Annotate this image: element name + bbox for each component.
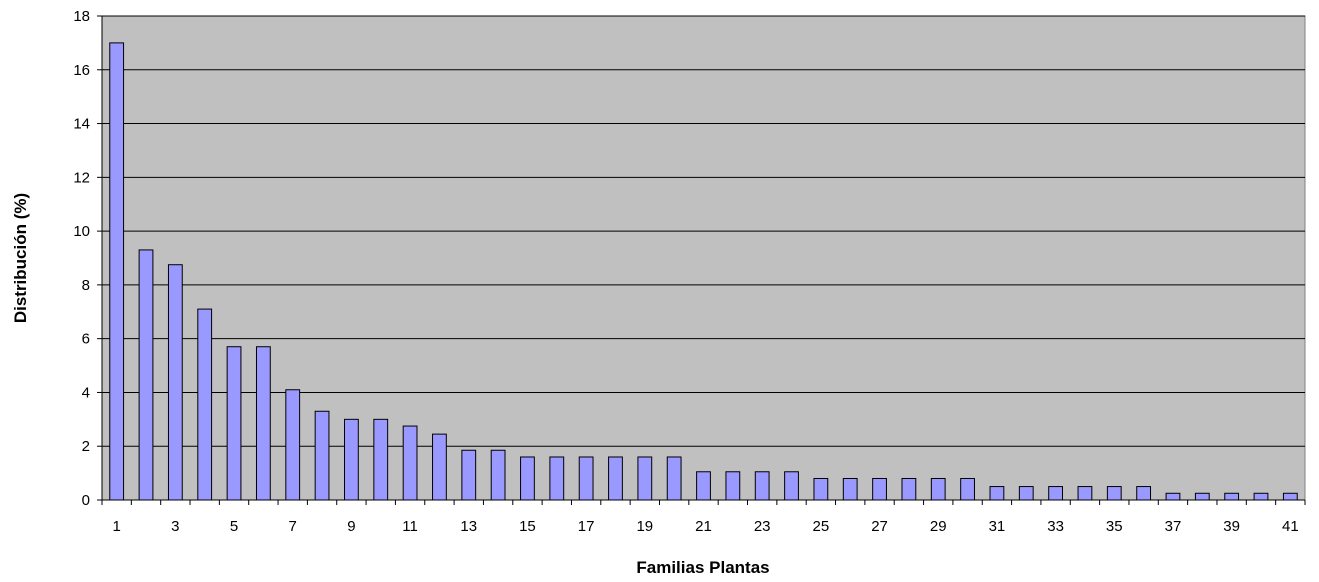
bar-2: [138, 249, 154, 501]
bar-25: [813, 477, 829, 501]
bar-15: [520, 456, 535, 501]
x-axis-title: Familias Plantas: [636, 558, 769, 577]
bar-16: [549, 456, 565, 501]
bar-36: [1136, 486, 1152, 501]
x-tick-label: 17: [578, 518, 595, 535]
bar-3: [167, 264, 183, 501]
bar-28: [901, 477, 917, 501]
x-tick-label: 29: [930, 518, 947, 535]
bar-13: [461, 449, 477, 501]
bar-18: [608, 456, 623, 501]
x-tick-label: 23: [754, 518, 771, 535]
bar-14: [490, 449, 506, 501]
bar-31: [989, 486, 1005, 501]
y-axis-title: Distribución (%): [11, 193, 30, 323]
x-tick-label: 39: [1223, 518, 1240, 535]
x-tick-label: 31: [989, 518, 1006, 535]
bar-33: [1048, 486, 1063, 501]
x-tick-label: 3: [171, 518, 179, 535]
bar-8: [314, 410, 330, 501]
bar-30: [960, 477, 975, 501]
x-tick-label: 11: [402, 518, 418, 535]
bar-34: [1077, 486, 1093, 501]
x-tick-label: 35: [1106, 518, 1123, 535]
bar-4: [197, 308, 213, 501]
y-tick-label: 10: [73, 223, 90, 240]
bar-7: [285, 389, 301, 501]
bar-1: [109, 42, 125, 501]
bar-40: [1253, 492, 1269, 501]
bar-11: [402, 425, 418, 501]
bar-20: [666, 456, 682, 501]
x-tick-label: 7: [289, 518, 297, 535]
x-tick-label: 19: [636, 518, 653, 535]
x-tick-label: 37: [1165, 518, 1182, 535]
bar-38: [1194, 492, 1210, 501]
x-axis-ticks: 1 3 5 7 9 11 13 15 17 19 21 23 25 27 29 31 33 35 37 39 41: [101, 500, 1306, 535]
x-tick-label: 9: [347, 518, 355, 535]
x-tick-label: 5: [230, 518, 238, 535]
x-tick-label: 21: [695, 518, 712, 535]
y-tick-label: 6: [82, 331, 90, 348]
y-tick-label: 16: [73, 62, 90, 79]
bar-24: [784, 471, 799, 501]
bar-19: [637, 456, 653, 501]
bar-39: [1224, 492, 1240, 501]
x-tick-label: 25: [813, 518, 830, 535]
gridlines: [102, 15, 1305, 447]
bars: [109, 42, 1298, 501]
y-tick-label: 18: [73, 8, 90, 25]
x-tick-label: 33: [1047, 518, 1064, 535]
y-axis-ticks: 0 2 4 6 8 10 12 14 16 18: [73, 8, 102, 509]
bar-27: [872, 477, 887, 501]
x-tick-label: 27: [871, 518, 888, 535]
bar-23: [754, 471, 770, 501]
bar-6: [255, 346, 271, 501]
x-tick-label: 1: [112, 518, 120, 535]
bar-32: [1018, 486, 1034, 501]
bar-35: [1106, 486, 1122, 501]
bar-12: [432, 433, 447, 501]
y-tick-label: 8: [82, 277, 90, 294]
y-tick-label: 4: [82, 384, 90, 401]
x-tick-label: 13: [460, 518, 477, 535]
y-tick-label: 2: [82, 438, 90, 455]
y-tick-label: 14: [73, 116, 90, 133]
bar-41: [1282, 492, 1298, 501]
bar-21: [696, 471, 711, 501]
y-tick-label: 12: [73, 169, 90, 186]
plot-area: [101, 15, 1306, 501]
y-tick-label: 0: [82, 492, 90, 509]
bar-29: [930, 477, 946, 501]
bar-17: [578, 456, 594, 501]
bar-5: [226, 346, 242, 501]
bar-26: [842, 477, 858, 501]
bar-37: [1165, 492, 1181, 501]
bar-9: [344, 418, 359, 501]
x-tick-label: 41: [1282, 518, 1299, 535]
bar-22: [725, 471, 741, 501]
bar-10: [373, 418, 389, 501]
x-tick-label: 15: [519, 518, 536, 535]
